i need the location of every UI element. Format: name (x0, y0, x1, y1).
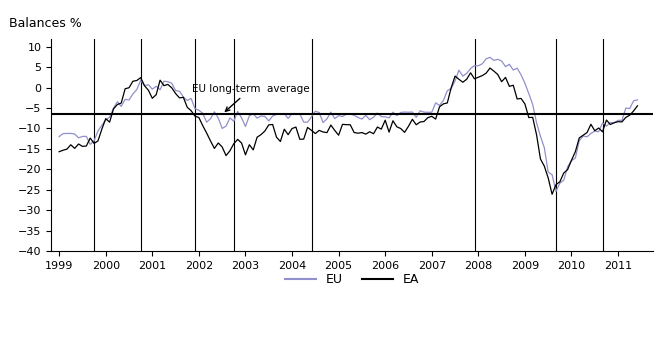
Text: Balances %: Balances % (9, 17, 82, 30)
Legend: EU, EA: EU, EA (280, 268, 424, 291)
Text: EU long-term  average: EU long-term average (192, 84, 309, 111)
